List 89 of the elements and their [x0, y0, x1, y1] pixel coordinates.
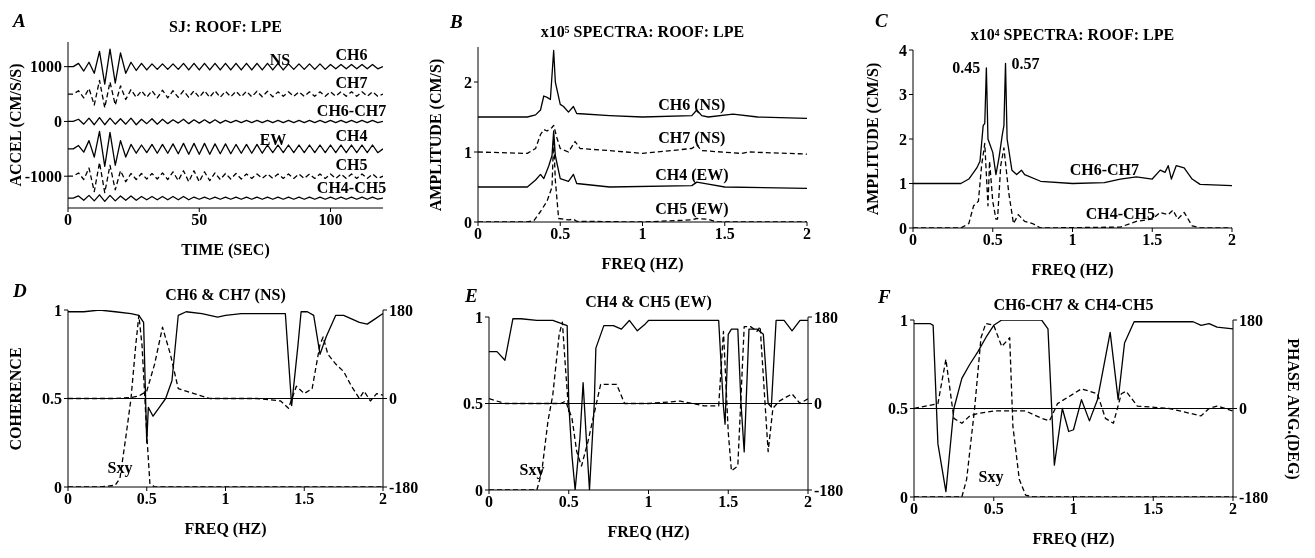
series-label: CH4 [335, 127, 368, 144]
y-tick-label: 2 [899, 130, 907, 148]
series-label: CH7 (NS) [658, 128, 726, 147]
y-tick-label: 0 [54, 113, 62, 131]
text: D [13, 280, 27, 302]
x-tick-label: 0.5 [558, 493, 579, 511]
x-axis-title: FREQ (HZ) [601, 255, 684, 273]
x-axis-title: FREQ (HZ) [184, 520, 267, 538]
y-axis-title: ACCEL (CM/S/S) [7, 63, 25, 187]
y-tick-label: 1 [464, 143, 472, 161]
y-axis-title: COHERENCE [7, 346, 25, 451]
y-tick-label: 1 [899, 175, 907, 193]
series-label: CH4-CH5 [316, 179, 387, 197]
x-axis-title: TIME (SEC) [181, 241, 270, 259]
x-tick-label: 2 [804, 493, 812, 511]
chart-title: CH4 & CH5 (EW) [585, 293, 712, 311]
y-tick-label: 0.5 [888, 400, 908, 418]
x-tick-label: 2 [379, 490, 387, 508]
y-tick-label: 0.5 [463, 395, 483, 413]
x-tick-label: 1 [1068, 231, 1077, 249]
annotation: Sxy [107, 459, 133, 477]
series-label: CH7 [335, 73, 368, 91]
series-label: CH6 (NS) [658, 95, 726, 114]
series-label: CH4-CH5 [1085, 205, 1156, 223]
x-tick-label: 50 [191, 211, 208, 229]
text: C [875, 10, 888, 32]
y2-tick-label: 180 [1239, 311, 1263, 329]
text: A [13, 10, 26, 32]
series-label: CH6-CH7 [316, 102, 387, 120]
x-axis-title: FREQ (HZ) [1031, 261, 1114, 279]
series-label: CH5 (EW) [655, 199, 729, 218]
y-tick-label: 1 [900, 311, 908, 329]
y2-tick-label: -180 [814, 481, 844, 499]
x-tick-label: 100 [318, 211, 343, 229]
series-label: CH4 (EW) [655, 165, 729, 184]
annotation: NS [269, 51, 291, 69]
chart-title: x10⁵ SPECTRA: ROOF: LPE [540, 23, 745, 41]
x-tick-label: 1.5 [714, 225, 735, 243]
x-tick-label: 2 [1229, 500, 1237, 518]
y-tick-label: 0.5 [42, 390, 62, 408]
x-tick-label: 1 [221, 490, 230, 508]
x-tick-label: 2 [1228, 231, 1236, 249]
y-tick-label: 1000 [30, 58, 62, 76]
y-tick-label: 1 [475, 308, 483, 326]
y2-tick-label: 180 [814, 308, 838, 326]
x-axis-title: FREQ (HZ) [1032, 530, 1115, 548]
text: F [878, 286, 891, 308]
x-tick-label: 1 [638, 225, 647, 243]
y2-tick-label: 0 [814, 395, 822, 413]
y2-tick-label: 0 [389, 390, 397, 408]
y-tick-label: 1 [54, 301, 62, 319]
x-tick-label: 0.5 [982, 231, 1003, 249]
x-tick-label: 0.5 [983, 500, 1004, 518]
y2-tick-label: -180 [1239, 488, 1269, 506]
chart-title: x10⁴ SPECTRA: ROOF: LPE [970, 26, 1175, 44]
text: E [465, 285, 478, 307]
y2-tick-label: 0 [1239, 400, 1247, 418]
x-tick-label: 1 [644, 493, 653, 511]
annotation: EW [259, 131, 287, 149]
annotation: 0.57 [1011, 55, 1040, 73]
x-tick-label: 2 [803, 225, 811, 243]
chart-title: CH6 & CH7 (NS) [165, 286, 286, 304]
x-axis-title: FREQ (HZ) [607, 523, 690, 541]
y-tick-label: -1000 [24, 167, 62, 185]
y-tick-label: 2 [464, 73, 472, 91]
series-label: CH6-CH7 [1069, 160, 1140, 178]
y-axis-title: AMPLITUDE (CM/S) [864, 62, 882, 216]
y2-axis-title: PHASE ANG.(DEG) [1284, 337, 1302, 480]
x-tick-label: 1.5 [718, 493, 739, 511]
annotation: 0.45 [952, 59, 981, 77]
y-tick-label: 3 [899, 86, 907, 104]
annotation: Sxy [519, 461, 545, 479]
chart-title: CH6-CH7 & CH4-CH5 [993, 296, 1154, 314]
y-axis-title: AMPLITUDE (CM/S) [427, 58, 445, 211]
y-tick-label: 4 [899, 41, 907, 59]
chart-title: SJ: ROOF: LPE [169, 18, 282, 36]
x-tick-label: 0.5 [550, 225, 571, 243]
y2-tick-label: -180 [389, 478, 419, 496]
series-label: CH6 [335, 46, 368, 64]
y-tick-label: 0 [54, 478, 62, 496]
text: B [450, 11, 463, 33]
x-tick-label: 1.5 [294, 490, 315, 508]
x-tick-label: 0.5 [136, 490, 157, 508]
x-tick-label: 1 [1069, 500, 1078, 518]
x-tick-label: 1.5 [1142, 231, 1163, 249]
annotation: Sxy [978, 468, 1004, 486]
y2-tick-label: 180 [389, 301, 413, 319]
x-tick-label: 1.5 [1143, 500, 1164, 518]
series-label: CH5 [335, 156, 368, 174]
